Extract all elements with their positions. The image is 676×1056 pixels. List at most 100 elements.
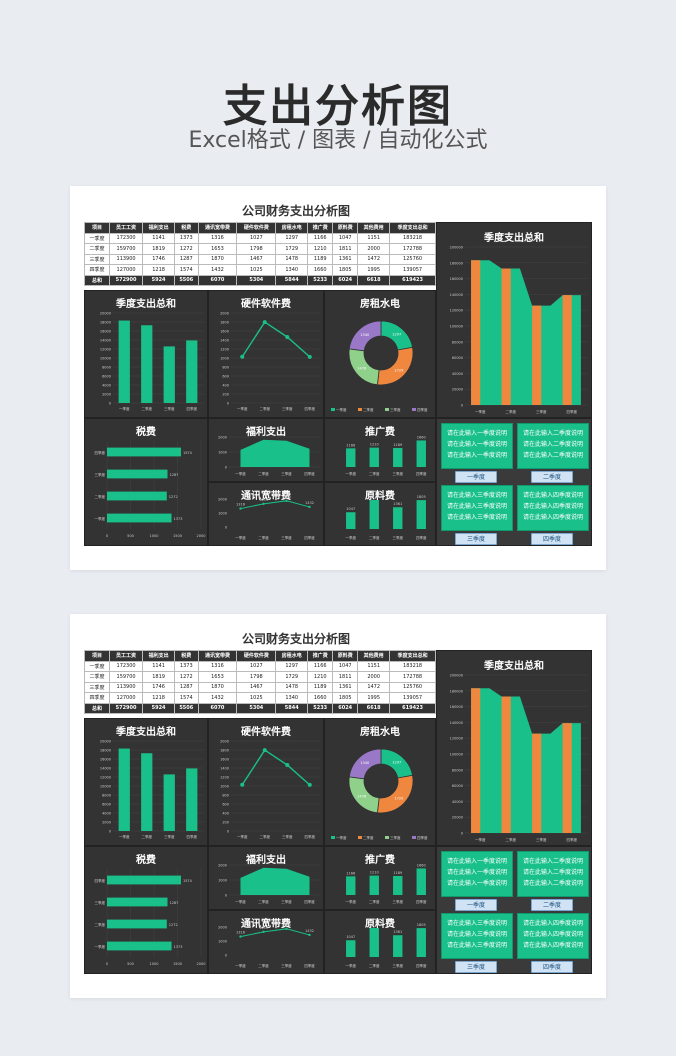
y-tick-label: 1800 (220, 749, 229, 753)
telecom-chart: 2000 1000 0 1316 1653 1870 1432 一季度 二季度 三季度 四季度 (218, 923, 315, 968)
y-tick-label: 1600 (220, 330, 229, 334)
data-label: 1166 (346, 871, 355, 875)
table-cell: 113900 (108, 253, 144, 265)
table-cell: 2000 (357, 243, 391, 255)
table-cell: 1151 (357, 660, 391, 672)
y-tick-label: 200 (222, 821, 229, 825)
table-cell: 125760 (389, 253, 436, 265)
q1-button[interactable]: 一季度 (455, 899, 497, 911)
bar (393, 507, 403, 529)
table-cell: 139057 (389, 692, 436, 704)
note-box-q3[interactable]: 请在此输入三季度说明 请在此输入三季度说明 请在此输入三季度说明 (441, 485, 513, 531)
table-cell: 推广费 (307, 650, 334, 662)
note-line: 请在此输入一季度说明 (446, 880, 507, 887)
table-cell: 福利支出 (142, 222, 176, 234)
x-tick-label: 四季度 (416, 899, 427, 904)
legend-label: 一季度 (336, 407, 347, 412)
note-box-q4[interactable]: 请在此输入四季度说明 请在此输入四季度说明 请在此输入四季度说明 (517, 485, 589, 531)
point (308, 505, 311, 509)
q1-button[interactable]: 一季度 (455, 471, 497, 483)
table-cell: 1653 (197, 243, 238, 255)
note-line: 请在此输入三季度说明 (446, 920, 507, 927)
legend-label: 四季度 (417, 835, 428, 840)
table-cell: 季度支出总和 (389, 650, 436, 662)
table-cell: 1467 (236, 253, 277, 265)
table-cell: 5844 (275, 702, 309, 714)
y-tick-label: 1000 (218, 451, 227, 455)
x-tick-label: 一季度 (475, 409, 486, 414)
note-line: 请在此输入二季度说明 (522, 430, 583, 437)
note-box-q2[interactable]: 请在此输入二季度说明 请在此输入二季度说明 请在此输入二季度说明 (517, 851, 589, 897)
tax-chart: 0 500 1000 1500 2000 四季度 1574 三季度 1287 二季度 1272 一季度… (95, 441, 205, 538)
y-tick-label: 120000 (450, 737, 463, 741)
note-box-q1[interactable]: 请在此输入一季度说明 请在此输入一季度说明 请在此输入一季度说明 (441, 423, 513, 469)
table-row: 四季度 127000 1218 1574 1432 1025 1340 1660 1805 199… (84, 264, 436, 276)
x-tick-label: 四季度 (187, 406, 198, 411)
table-cell: 619423 (389, 702, 436, 714)
dashboard-preview-2: 公司财务支出分析图 项目 员工工资 福利支出 税费 通讯宽带费 硬件软件费 房租水电 推广费原… (70, 614, 606, 998)
y-tick-label: 800 (222, 366, 229, 370)
y-tick-label: 1200 (220, 348, 229, 352)
table-cell: 项目 (84, 650, 110, 662)
data-label: 1478 (357, 795, 366, 799)
table-cell: 原料费 (332, 222, 359, 234)
table-cell: 1316 (197, 232, 238, 244)
panel-promo: 推广费 1166 1210 1189 1660 一季度 二季度 三季度 四季度 (324, 846, 436, 910)
x-tick-label: 四季度 (416, 535, 427, 540)
y-tick-label: 180000 (450, 689, 463, 693)
q4-button[interactable]: 四季度 (531, 961, 573, 973)
note-line: 请在此输入三季度说明 (446, 503, 507, 510)
note-box-q4[interactable]: 请在此输入四季度说明 请在此输入四季度说明 请在此输入四季度说明 (517, 913, 589, 959)
legend-swatch (412, 836, 416, 839)
y-tick-label: 12000 (100, 348, 111, 352)
note-box-q2[interactable]: 请在此输入二季度说明 请在此输入二季度说明 请在此输入二季度说明 (517, 423, 589, 469)
table-cell: 172788 (389, 671, 436, 683)
x-tick-label: 1500 (173, 534, 182, 538)
y-tick-label: 0 (227, 402, 229, 406)
x-tick-label: 二季度 (506, 409, 517, 414)
table-cell: 1870 (197, 253, 238, 265)
bar (562, 295, 572, 405)
y-tick-label: 20000 (100, 740, 111, 744)
y-tick-label: 4000 (102, 812, 111, 816)
panel-title: 房租水电 (360, 299, 400, 310)
data-label: 1047 (346, 507, 355, 511)
table-cell: 183218 (389, 660, 436, 672)
table-row: 三季度 113900 1746 1287 1870 1467 1478 1189 1361 147… (84, 253, 436, 265)
x-tick-label: 一季度 (346, 963, 357, 968)
panel-telecom: 通讯宽带费 2000 1000 0 1316 1653 1870 1432 一季度 二季度 三季度… (208, 910, 324, 974)
q2-button[interactable]: 二季度 (531, 899, 573, 911)
x-tick-label: 一季度 (346, 899, 357, 904)
note-line: 请在此输入四季度说明 (522, 920, 583, 927)
note-box-q3[interactable]: 请在此输入三季度说明 请在此输入三季度说明 请在此输入三季度说明 (441, 913, 513, 959)
y-tick-label: 400 (222, 812, 229, 816)
q3-button[interactable]: 三季度 (455, 961, 497, 973)
bar (163, 774, 175, 831)
note-box-q1[interactable]: 请在此输入一季度说明 请在此输入一季度说明 请在此输入一季度说明 (441, 851, 513, 897)
y-tick-label: 140000 (450, 721, 463, 725)
table-cell: 127000 (108, 692, 144, 704)
y-tick-label: 2000 (220, 740, 229, 744)
table-cell: 1472 (357, 681, 391, 693)
legend-label: 二季度 (363, 407, 374, 412)
table-cell: 税费 (174, 222, 199, 234)
table-cell: 1432 (197, 264, 238, 276)
q2-button[interactable]: 二季度 (531, 471, 573, 483)
data-label: 1373 (174, 517, 183, 521)
x-tick-label: 二季度 (258, 899, 269, 904)
table-cell: 税费 (174, 650, 199, 662)
q3-button[interactable]: 三季度 (455, 533, 497, 545)
panel-promo: 推广费 1166 1210 1189 1660 一季度 二季度 三季度 四季度 (324, 418, 436, 482)
x-tick-label: 二季度 (258, 535, 269, 540)
sheet-title: 公司财务支出分析图 (241, 632, 350, 646)
y-tick-label: 16000 (100, 330, 111, 334)
y-tick-label: 20000 (452, 388, 463, 392)
q4-button[interactable]: 四季度 (531, 533, 573, 545)
table-cell: 其他费用 (357, 650, 391, 662)
table-cell: 1660 (307, 264, 334, 276)
series-line (240, 928, 310, 938)
table-cell: 1297 (275, 232, 309, 244)
promo-chart: 1166 1210 1189 1660 一季度 二季度 三季度 四季度 (346, 863, 427, 904)
x-tick-label: 三季度 (393, 535, 404, 540)
data-label: 1653 (259, 926, 268, 930)
